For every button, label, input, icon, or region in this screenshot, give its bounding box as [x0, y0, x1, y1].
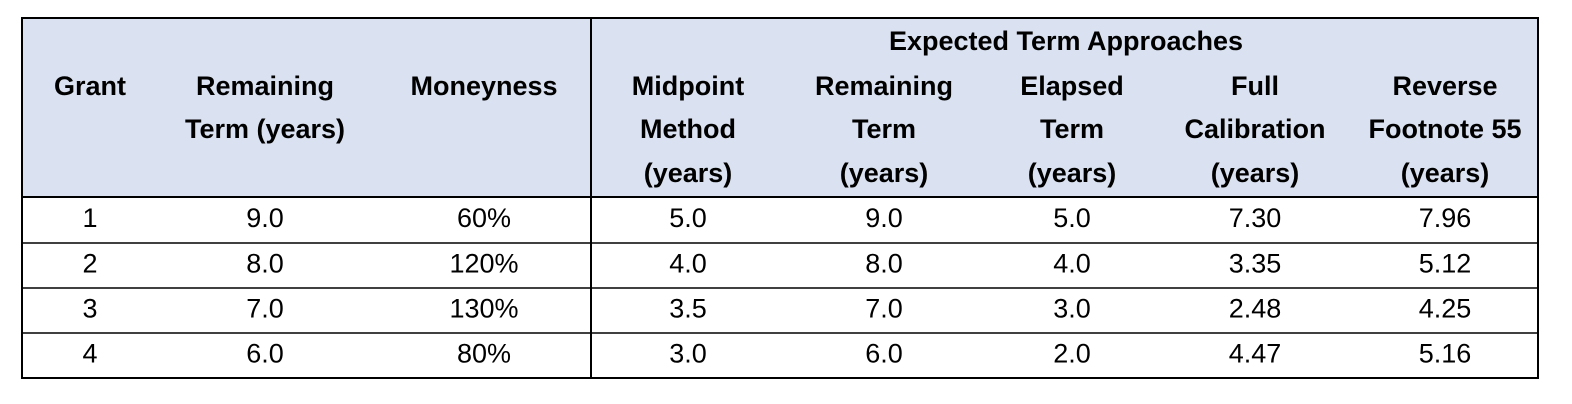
column-header: Full: [1231, 71, 1279, 101]
cell: 7.30: [1229, 203, 1282, 233]
cell: 5.0: [669, 203, 707, 233]
cell: 8.0: [865, 249, 903, 279]
cell: 5.16: [1419, 339, 1472, 369]
cell: 3.35: [1229, 249, 1282, 279]
cell: 9.0: [246, 203, 284, 233]
cell: 6.0: [865, 339, 903, 369]
cell: 120%: [449, 249, 518, 279]
cell: 4.47: [1229, 339, 1282, 369]
cell: 2: [82, 249, 97, 279]
cell: 7.96: [1419, 203, 1472, 233]
column-header: Term: [852, 114, 916, 144]
column-header: (years): [1401, 158, 1490, 188]
cell: 4.0: [669, 249, 707, 279]
cell: 3: [82, 294, 97, 324]
column-header: Term (years): [185, 114, 345, 144]
cell: 2.0: [1053, 339, 1091, 369]
column-header: Remaining: [196, 71, 334, 101]
column-header: Elapsed: [1020, 71, 1124, 101]
cell: 7.0: [865, 294, 903, 324]
column-header: Footnote 55: [1369, 114, 1522, 144]
cell: 6.0: [246, 339, 284, 369]
cell: 5.0: [1053, 203, 1091, 233]
cell: 7.0: [246, 294, 284, 324]
cell: 4: [82, 339, 97, 369]
cell: 2.48: [1229, 294, 1282, 324]
cell: 60%: [457, 203, 511, 233]
cell: 3.0: [1053, 294, 1091, 324]
cell: 3.0: [669, 339, 707, 369]
column-header: Reverse: [1392, 71, 1497, 101]
column-header: Grant: [54, 71, 126, 101]
column-header: Method: [640, 114, 736, 144]
header-background: [22, 18, 1538, 197]
cell: 9.0: [865, 203, 903, 233]
column-header: Remaining: [815, 71, 953, 101]
column-header: (years): [840, 158, 929, 188]
column-header: (years): [1028, 158, 1117, 188]
column-header: (years): [644, 158, 733, 188]
cell: 8.0: [246, 249, 284, 279]
cell: 4.25: [1419, 294, 1472, 324]
cell: 4.0: [1053, 249, 1091, 279]
cell: 5.12: [1419, 249, 1472, 279]
column-header: Term: [1040, 114, 1104, 144]
column-header: Moneyness: [410, 71, 557, 101]
column-header: Calibration: [1184, 114, 1325, 144]
cell: 1: [82, 203, 97, 233]
cell: 130%: [449, 294, 518, 324]
column-header: Midpoint: [632, 71, 744, 101]
cell: 3.5: [669, 294, 707, 324]
column-header: (years): [1211, 158, 1300, 188]
group-header: Expected Term Approaches: [889, 26, 1243, 56]
cell: 80%: [457, 339, 511, 369]
